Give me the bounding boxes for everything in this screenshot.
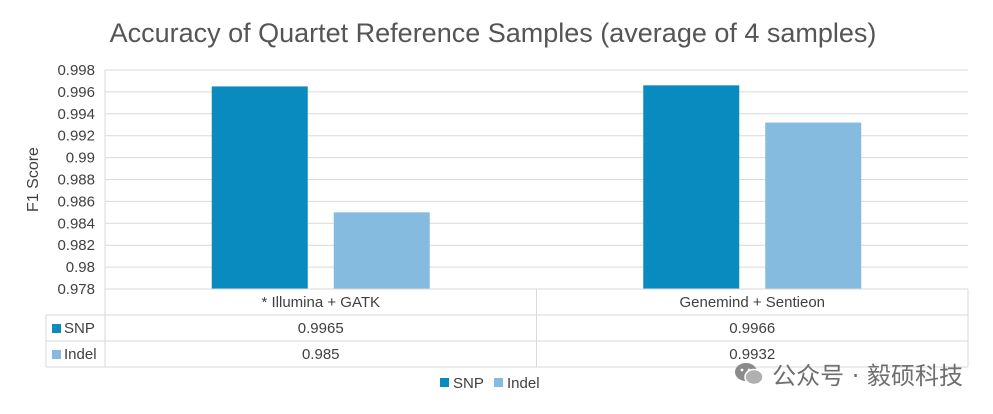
bars (211, 85, 862, 289)
y-axis-label: F1 Score (25, 147, 42, 212)
category-label: * Illumina + GATK (261, 294, 380, 311)
y-axis-ticks: 0.978 0.98 0.982 0.984 0.986 0.988 0.99 0.992 0.… (57, 62, 95, 298)
data-label: 0.9965 (298, 320, 344, 337)
bar-indel (333, 212, 430, 289)
y-tick-label: 0.994 (57, 106, 95, 123)
watermark-text: 公众号 · 毅硕科技 (772, 362, 963, 390)
category-label: Genemind + Sentieon (679, 294, 825, 311)
chart-title: Accuracy of Quartet Reference Samples (a… (110, 18, 877, 48)
y-tick-label: 0.998 (57, 62, 95, 79)
legend-swatch (494, 378, 503, 387)
legend-swatch (440, 378, 449, 387)
data-label: 0.9966 (729, 320, 775, 337)
y-tick-label: 0.988 (57, 172, 95, 189)
data-label: 0.985 (302, 346, 340, 363)
legend-key (52, 350, 61, 359)
data-label: 0.9932 (729, 346, 775, 363)
legend-key (52, 324, 61, 333)
bar-snp (643, 85, 740, 289)
y-tick-label: 0.992 (57, 128, 95, 145)
y-tick-label: 0.986 (57, 193, 95, 210)
legend: SNP Indel (440, 375, 540, 392)
y-tick-label: 0.98 (66, 259, 95, 276)
y-tick-label: 0.99 (66, 150, 95, 167)
legend-label: SNP (453, 375, 484, 392)
legend-label: Indel (507, 375, 540, 392)
y-tick-label: 0.996 (57, 84, 95, 101)
y-tick-label: 0.982 (57, 237, 95, 254)
wechat-icon (735, 362, 764, 385)
bar-indel (765, 122, 862, 289)
series-name: SNP (64, 320, 95, 337)
bar-snp (211, 86, 308, 289)
data-table: * Illumina + GATK Genemind + Sentieon SNP 0… (45, 288, 969, 368)
watermark: 公众号 · 毅硕科技 (734, 356, 963, 391)
y-tick-label: 0.984 (57, 215, 95, 232)
y-tick-label: 0.978 (57, 281, 95, 298)
series-name: Indel (64, 346, 97, 363)
